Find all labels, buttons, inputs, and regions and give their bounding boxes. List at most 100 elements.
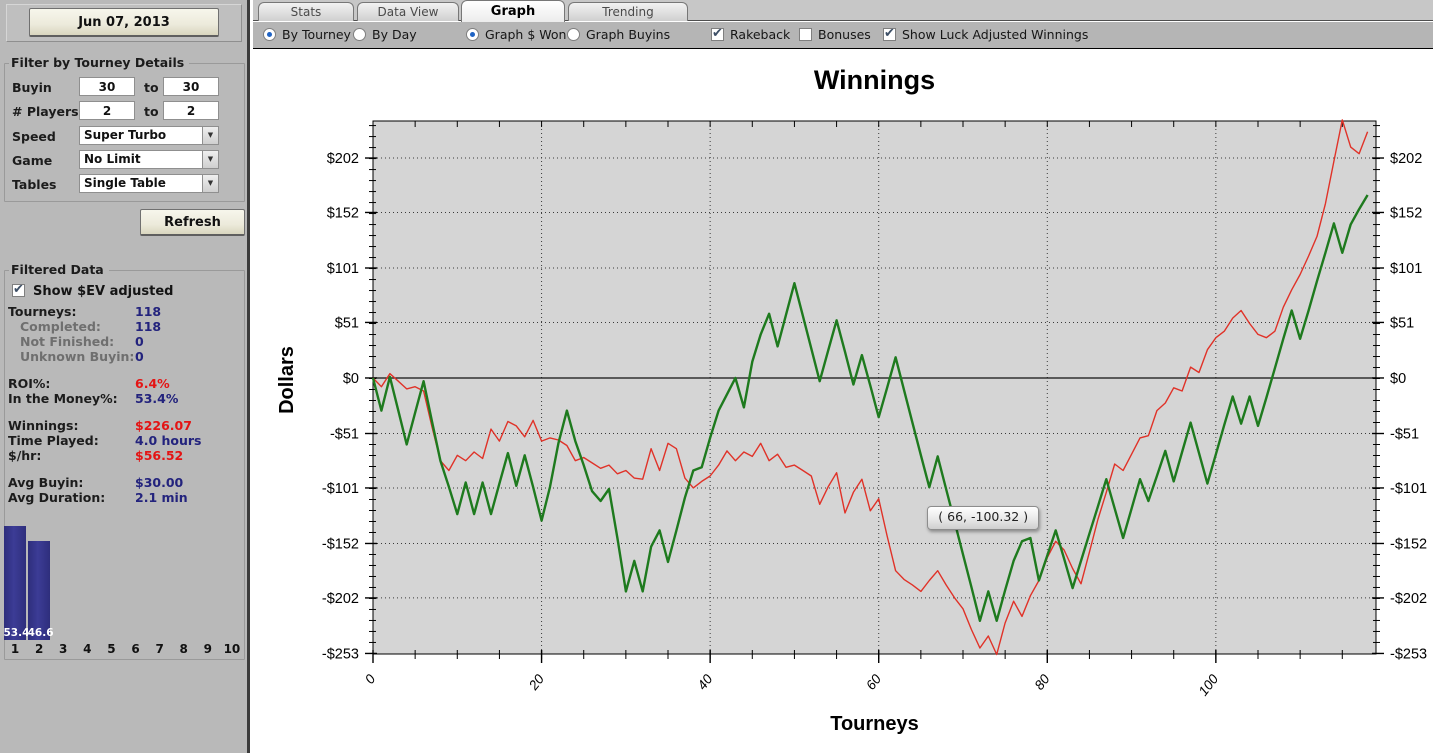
ev-adjusted-checkbox[interactable]: ✔ <box>12 282 25 297</box>
plot-area <box>372 120 1377 655</box>
chevron-down-icon[interactable]: ▼ <box>202 127 218 144</box>
mini-bar-value: 53.4 <box>3 627 30 639</box>
mini-bar-category: 9 <box>203 642 213 656</box>
stat-value: $56.52 <box>135 448 184 463</box>
x-axis-title: Tourneys <box>830 713 919 735</box>
y-tick-label-right: -$101 <box>1390 481 1427 497</box>
stat-label: Time Played: <box>8 433 99 448</box>
buyin-from-input[interactable] <box>79 77 135 96</box>
checkbox-show-luck-adjusted-winnings[interactable]: ✔ Show Luck Adjusted Winnings <box>883 26 1089 42</box>
y-tick-label-left: -$202 <box>322 591 359 607</box>
checkbox-icon[interactable]: ✔ <box>711 26 724 41</box>
y-tick-label-right: $101 <box>1390 261 1422 277</box>
speed-dropdown[interactable]: Super Turbo ▼ <box>79 126 219 145</box>
stat-label: $/hr: <box>8 448 42 463</box>
series-winnings <box>372 119 1369 656</box>
tab-data-view[interactable]: Data View <box>357 2 459 21</box>
y-tick-label-right: $202 <box>1390 151 1422 167</box>
mini-bar-category: 6 <box>131 642 140 656</box>
stat-value: 0 <box>135 349 144 364</box>
checkbox-icon[interactable]: ✔ <box>883 26 896 41</box>
stat-row: Time Played: 4.0 hours <box>8 433 240 448</box>
tab-graph[interactable]: Graph <box>461 0 565 22</box>
speed-dropdown-value: Super Turbo <box>84 128 167 142</box>
x-tick-label: 20 <box>525 671 547 693</box>
y-tick-label-right: -$152 <box>1390 536 1427 552</box>
stat-row: ROI%: 6.4% <box>8 376 240 391</box>
x-tick-label: 60 <box>863 671 884 692</box>
radio-graph-won[interactable]: Graph $ Won <box>466 27 566 42</box>
mini-bar: 53.4 <box>3 526 30 640</box>
y-tick-label-left: $202 <box>327 151 359 167</box>
stat-value: 2.1 min <box>135 490 188 505</box>
stat-label: ROI%: <box>8 376 51 391</box>
mini-bar-category: 7 <box>155 642 164 656</box>
y-tick-label-right: -$51 <box>1390 427 1419 443</box>
filter-groupbox: Filter by Tourney Details Buyin to # Pla… <box>4 55 245 202</box>
radio-icon[interactable] <box>466 28 479 41</box>
ev-adjusted-checkbox-row[interactable]: ✔ Show $EV adjusted <box>12 282 173 299</box>
sidebar: Jun 07, 2013 Filter by Tourney Details B… <box>0 0 250 753</box>
tab-trending[interactable]: Trending <box>568 2 688 21</box>
tab-stats[interactable]: Stats <box>258 2 354 21</box>
radio-by-day[interactable]: By Day <box>353 27 417 42</box>
filtered-data-title: Filtered Data <box>9 262 109 277</box>
filtered-stats-list: Tourneys: 118 Completed: 118 Not Finished: 0 U… <box>8 304 240 505</box>
itm-position-bar-chart: 53.4 1 46.6 2 3 4 5 6 7 8 9 10 <box>3 512 244 658</box>
chevron-down-icon[interactable]: ▼ <box>202 151 218 168</box>
radio-icon[interactable] <box>353 28 366 41</box>
y-tick-label-right: $0 <box>1390 371 1406 387</box>
datapoint-tooltip: ( 66, -100.32 ) <box>927 506 1040 531</box>
series-luck-adjusted-winnings <box>371 194 1369 622</box>
check-icon: ✔ <box>13 282 24 297</box>
buyin-to-input[interactable] <box>163 77 219 96</box>
stat-value: 118 <box>135 319 162 334</box>
stat-spacer <box>8 406 240 418</box>
checkbox-rakeback[interactable]: ✔ Rakeback <box>711 26 791 42</box>
players-from-input[interactable] <box>79 101 135 120</box>
y-tick-label-left: $101 <box>327 261 359 277</box>
mini-bar-category: 1 <box>10 642 20 656</box>
stat-row: Not Finished: 0 <box>8 334 240 349</box>
stat-label: Completed: <box>20 319 101 334</box>
mini-bar-category: 5 <box>107 642 116 656</box>
tables-dropdown[interactable]: Single Table ▼ <box>79 174 219 193</box>
stat-row: In the Money%: 53.4% <box>8 391 240 406</box>
stat-row: Winnings: $226.07 <box>8 418 240 433</box>
date-button[interactable]: Jun 07, 2013 <box>29 8 219 37</box>
players-label: # Players <box>12 104 79 119</box>
mini-bar-category: 2 <box>34 642 44 656</box>
game-dropdown-value: No Limit <box>84 152 141 166</box>
stat-label: In the Money%: <box>8 391 118 406</box>
mini-bar-category: 3 <box>59 642 68 656</box>
filter-group-title: Filter by Tourney Details <box>9 55 190 70</box>
stat-value: $226.07 <box>135 418 192 433</box>
stat-row: $/hr: $56.52 <box>8 448 240 463</box>
y-tick-label-right: -$202 <box>1390 591 1427 607</box>
stat-label: Avg Duration: <box>8 490 106 505</box>
stat-value: 6.4% <box>135 376 170 391</box>
stat-label: Not Finished: <box>20 334 115 349</box>
radio-graph-buyins[interactable]: Graph Buyins <box>567 27 670 42</box>
refresh-button[interactable]: Refresh <box>140 209 245 236</box>
checkbox-icon[interactable]: ✔ <box>799 28 812 41</box>
stat-value: $30.00 <box>135 475 184 490</box>
x-tick-label: 100 <box>1196 671 1222 698</box>
check-icon: ✔ <box>712 26 723 41</box>
chevron-down-icon[interactable]: ▼ <box>202 175 218 192</box>
game-dropdown[interactable]: No Limit ▼ <box>79 150 219 169</box>
chart-title: Winnings <box>813 65 936 95</box>
radio-icon[interactable] <box>263 28 276 41</box>
players-to-word: to <box>144 104 159 119</box>
radio-by-tourney[interactable]: By Tourney <box>263 27 351 42</box>
radio-icon[interactable] <box>567 28 580 41</box>
stat-row: Tourneys: 118 <box>8 304 240 319</box>
radio-dot-icon <box>267 32 272 37</box>
players-to-input[interactable] <box>163 101 219 120</box>
stat-row: Avg Duration: 2.1 min <box>8 490 240 505</box>
x-tick-label: 80 <box>1032 671 1053 692</box>
winnings-line-chart: $202 $202 $152 $152 $101 $101 $51 $51 $0 $0 -$51 -$… <box>322 119 1427 699</box>
checkbox-bonuses[interactable]: ✔Bonuses <box>799 27 871 42</box>
check-icon: ✔ <box>884 26 895 41</box>
y-tick-label-left: $0 <box>343 371 359 387</box>
